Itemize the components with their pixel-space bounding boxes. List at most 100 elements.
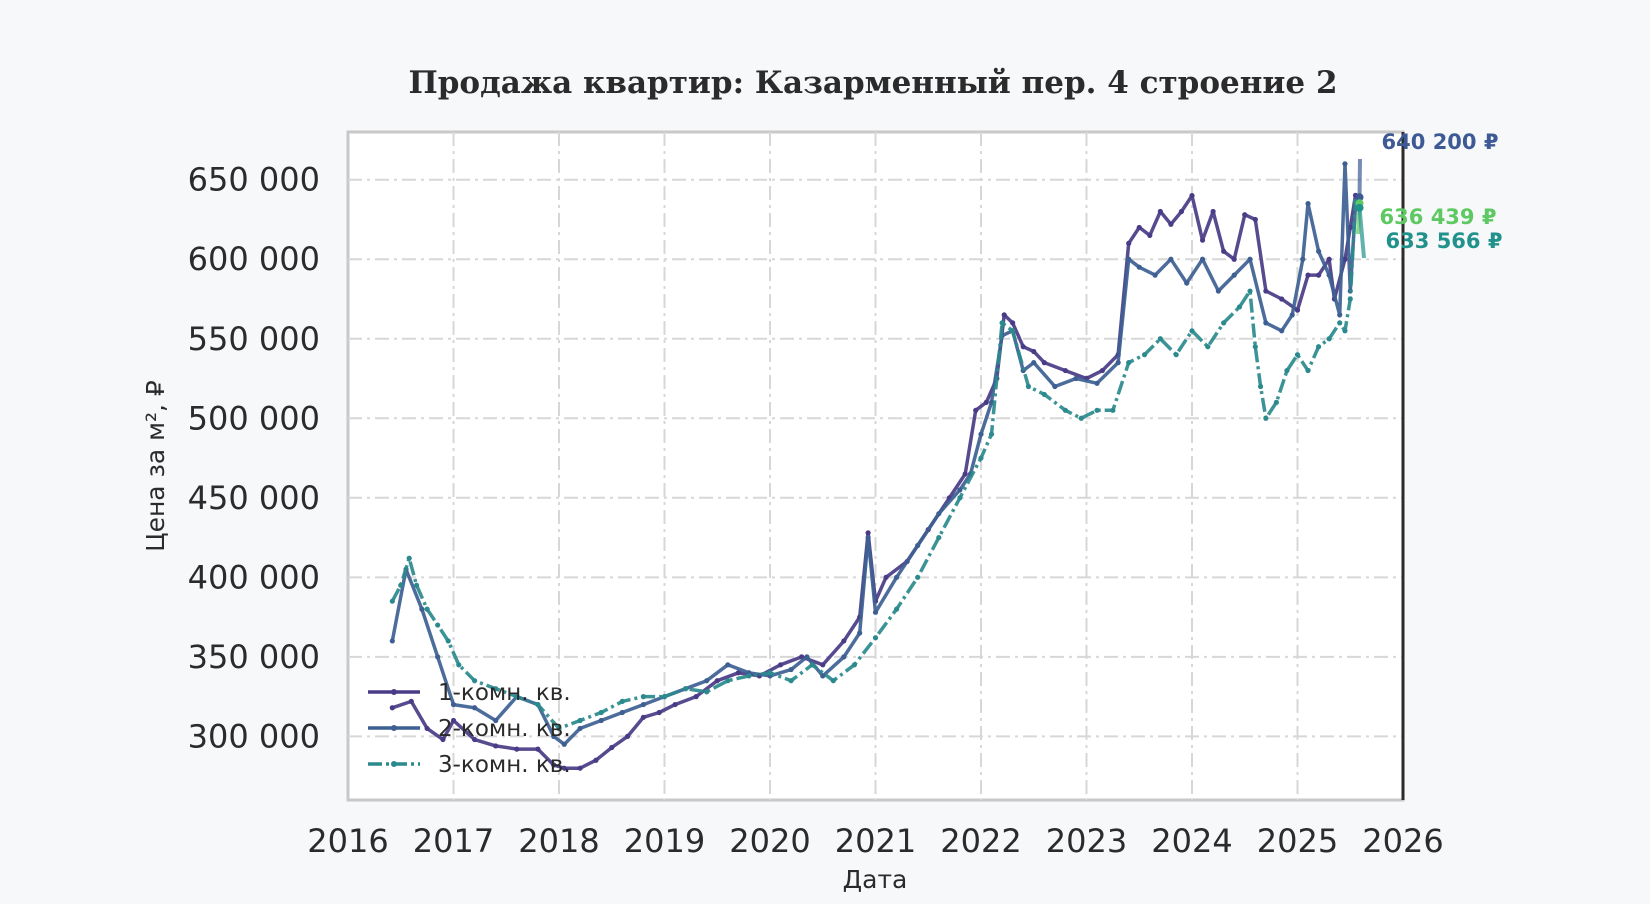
series-3-point <box>1237 304 1242 309</box>
series-1-point <box>1242 212 1247 217</box>
series-1-point <box>1042 360 1047 365</box>
series-1-point <box>820 662 825 667</box>
series-3-point <box>1010 328 1015 333</box>
series-3-point <box>746 673 751 678</box>
series-2-point <box>419 607 424 612</box>
series-1-point <box>578 766 583 771</box>
x-tick-label: 2016 <box>307 822 388 860</box>
series-1-point <box>641 715 646 720</box>
series-3-point <box>1247 288 1252 293</box>
y-tick-label: 450 000 <box>188 479 320 517</box>
series-2-point <box>1137 265 1142 270</box>
series-3-point <box>662 694 667 699</box>
series-1-point <box>1189 193 1194 198</box>
series-3-point <box>1042 392 1047 397</box>
series-3-point <box>390 599 395 604</box>
x-axis-label: Дата <box>843 865 908 894</box>
series-2-point <box>894 575 899 580</box>
series-3-point <box>873 635 878 640</box>
y-tick-label: 550 000 <box>188 320 320 358</box>
series-1-point <box>973 408 978 413</box>
series-3-point <box>1258 384 1263 389</box>
series-1-point <box>1002 312 1007 317</box>
annotation-label: 640 200 ₽ <box>1382 130 1499 154</box>
series-2-point <box>978 432 983 437</box>
series-2-point <box>1200 257 1205 262</box>
series-2-point <box>1126 257 1131 262</box>
series-1-point <box>1211 209 1216 214</box>
series-3-point <box>957 495 962 500</box>
series-3-point <box>1158 336 1163 341</box>
series-3-point <box>683 686 688 691</box>
series-2-point <box>1216 288 1221 293</box>
series-3-point <box>1253 344 1258 349</box>
series-3-point <box>1263 416 1268 421</box>
annotation-label: 636 439 ₽ <box>1380 205 1497 229</box>
series-2-point <box>957 487 962 492</box>
series-3-point <box>1327 336 1332 341</box>
series-1-point <box>883 575 888 580</box>
series-1-point <box>1010 320 1015 325</box>
series-1-point <box>1147 233 1152 238</box>
series-3-point <box>1348 296 1353 301</box>
x-tick-label: 2025 <box>1257 822 1338 860</box>
series-1-point <box>694 694 699 699</box>
series-2-point <box>390 638 395 643</box>
series-3-point <box>425 607 430 612</box>
series-3-point <box>1205 344 1210 349</box>
series-3-point <box>704 689 709 694</box>
series-3-point <box>456 662 461 667</box>
series-2-point <box>1279 328 1284 333</box>
series-3-point <box>1063 408 1068 413</box>
series-1-point <box>1168 222 1173 227</box>
series-2-point <box>562 742 567 747</box>
series-1-point <box>1031 349 1036 354</box>
y-tick-label: 600 000 <box>188 240 320 278</box>
x-tick-label: 2018 <box>518 822 599 860</box>
series-1-point <box>1063 368 1068 373</box>
x-tick-label: 2023 <box>1046 822 1127 860</box>
series-3-point <box>1274 400 1279 405</box>
series-2-point <box>725 662 730 667</box>
series-3-point <box>989 432 994 437</box>
series-3-point <box>936 535 941 540</box>
series-1-point <box>1253 217 1258 222</box>
series-3-point <box>407 556 412 561</box>
y-tick-label: 300 000 <box>188 717 320 755</box>
x-tick-label: 2017 <box>413 822 494 860</box>
series-2-point <box>820 673 825 678</box>
series-1-point <box>1221 249 1226 254</box>
x-tick-label: 2026 <box>1362 822 1443 860</box>
y-tick-label: 650 000 <box>188 161 320 199</box>
series-3-point <box>578 718 583 723</box>
series-2-point <box>1316 249 1321 254</box>
series-1-point <box>963 471 968 476</box>
series-1-point <box>1200 238 1205 243</box>
annotation-label: 633 566 ₽ <box>1386 229 1503 253</box>
series-2-point <box>1327 273 1332 278</box>
series-1-point <box>672 702 677 707</box>
series-3-point <box>1284 368 1289 373</box>
series-2-point <box>1337 312 1342 317</box>
series-3-point <box>767 670 772 675</box>
series-1-point <box>535 747 540 752</box>
legend-marker <box>391 725 397 731</box>
chart-title: Продажа квартир: Казарменный пер. 4 стро… <box>408 65 1337 101</box>
x-tick-label: 2022 <box>940 822 1021 860</box>
series-1-point <box>984 400 989 405</box>
series-3-point <box>620 699 625 704</box>
series-1-point <box>409 699 414 704</box>
series-3-point <box>1126 360 1131 365</box>
series-1-point <box>841 638 846 643</box>
series-2-point <box>936 511 941 516</box>
series-2-point <box>435 654 440 659</box>
series-3-point <box>398 583 403 588</box>
series-2-point <box>1116 360 1121 365</box>
series-2-point <box>620 710 625 715</box>
series-1-point <box>778 662 783 667</box>
y-tick-label: 400 000 <box>188 558 320 596</box>
x-tick-label: 2019 <box>624 822 705 860</box>
